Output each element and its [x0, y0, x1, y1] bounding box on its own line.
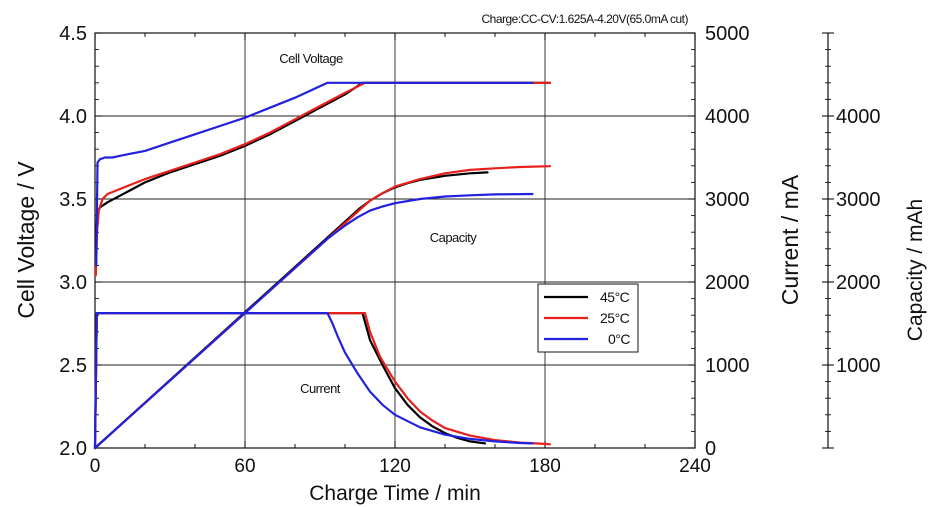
current-tick-label: 0	[705, 438, 716, 460]
y-axis-title-voltage: Cell Voltage / V	[13, 161, 39, 319]
capacity-tick-label: 4000	[836, 106, 881, 128]
series-capacity-25c	[93, 165, 552, 450]
series-capacity-45c	[93, 171, 489, 450]
series-capacity-0c	[93, 192, 534, 450]
series-voltage-0c	[95, 81, 534, 267]
voltage-tick-label: 2.0	[59, 438, 87, 460]
y-axis-title-capacity: Capacity / mAh	[904, 199, 927, 341]
current-tick-label: 1000	[705, 355, 750, 377]
annotation-current: Current	[300, 381, 341, 396]
current-tick-label: 4000	[705, 106, 750, 128]
voltage-tick-label: 3.5	[59, 189, 87, 211]
tick-marks: 0 60 120 180 240 2.0 2.5 3.0 3.5 4.0 4.5 0 1000 2000 3…	[59, 23, 880, 477]
grid-lines	[95, 33, 695, 448]
current-tick-label: 5000	[705, 23, 750, 45]
x-axis-title: Charge Time / min	[309, 482, 481, 505]
series-current-45c	[93, 312, 487, 450]
legend-label-25c: 25°C	[600, 310, 630, 326]
series-layer	[93, 81, 552, 450]
current-tick-label: 2000	[705, 272, 750, 294]
voltage-tick-label: 4.5	[59, 23, 87, 45]
current-tick-label: 3000	[705, 189, 750, 211]
series-voltage-45c	[95, 81, 552, 234]
legend: 45°C 25°C 0°C	[537, 283, 639, 353]
annotation-cell-voltage: Cell Voltage	[279, 51, 343, 66]
x-tick-label: 120	[379, 456, 411, 477]
voltage-tick-label: 4.0	[59, 106, 87, 128]
chart-title: Charge:CC-CV:1.625A-4.20V(65.0mA cut)	[482, 12, 689, 26]
x-tick-label: 0	[90, 456, 101, 477]
legend-label-45c: 45°C	[600, 289, 630, 305]
x-tick-label: 60	[234, 456, 255, 477]
voltage-tick-label: 3.0	[59, 272, 87, 294]
series-voltage-25c	[94, 81, 552, 277]
y-axis-title-current: Current / mA	[777, 174, 803, 305]
annotation-capacity: Capacity	[430, 230, 478, 245]
capacity-tick-label: 2000	[836, 272, 881, 294]
capacity-tick-label: 1000	[836, 355, 881, 377]
x-tick-label: 180	[529, 456, 561, 477]
capacity-tick-label: 3000	[836, 189, 881, 211]
series-current-0c	[93, 312, 534, 450]
x-tick-label: 240	[679, 456, 711, 477]
voltage-tick-label: 2.5	[59, 355, 87, 377]
legend-label-0c: 0°C	[608, 331, 630, 347]
